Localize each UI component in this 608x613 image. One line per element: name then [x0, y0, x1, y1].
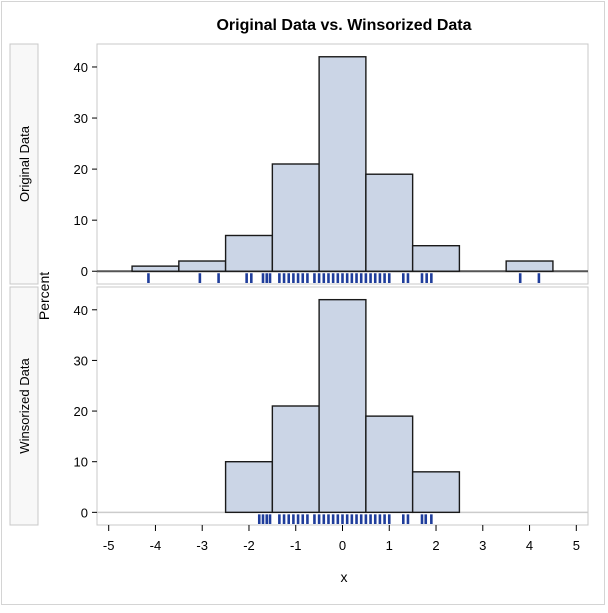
y-tick-label: 20 — [74, 162, 88, 177]
y-tick-label: 20 — [74, 404, 88, 419]
x-axis: -5 -4 -3 -2 -1 0 1 2 3 4 5 — [103, 525, 580, 553]
panel-label: Original Data — [17, 125, 32, 202]
panel-original-data: 0 10 20 30 40 — [74, 43, 589, 285]
x-tick-label: 0 — [339, 538, 346, 553]
x-tick-label: 5 — [573, 538, 580, 553]
y-tick-label: 10 — [74, 455, 88, 470]
y-tick-label: 0 — [81, 505, 88, 520]
panel-label: Winsorized Data — [17, 358, 32, 454]
histogram-bar — [271, 163, 320, 272]
x-tick-label: 4 — [526, 538, 533, 553]
histogram-bar — [365, 415, 414, 514]
x-tick-label: -3 — [196, 538, 208, 553]
figure-border — [1, 1, 605, 605]
chart-title: Original Data vs. Winsorized Data — [216, 17, 471, 34]
histogram-bar — [505, 260, 554, 272]
y-tick-label: 10 — [74, 213, 88, 228]
y-tick-label: 0 — [81, 264, 88, 279]
panel-strips: Original Data Winsorized Data — [9, 43, 39, 526]
x-tick-label: 1 — [386, 538, 393, 553]
x-tick-label: -2 — [243, 538, 255, 553]
y-tick-label: 30 — [74, 111, 88, 126]
x-tick-label: 3 — [479, 538, 486, 553]
panel-strip-original — [9, 43, 39, 285]
y-axis-label: Percent — [36, 272, 52, 320]
histogram-bar — [178, 260, 227, 272]
panel-winsorized-data: 0 10 20 30 40 — [74, 286, 589, 526]
histogram-bar — [411, 471, 461, 514]
histogram-bar — [271, 405, 320, 514]
histogram-bar — [411, 245, 461, 272]
y-tick-label: 40 — [74, 303, 88, 318]
panel-strip-winsorized — [9, 286, 39, 526]
histogram-bar — [224, 234, 274, 272]
histogram-bar — [318, 56, 367, 272]
x-axis-label: x — [341, 569, 348, 585]
histogram-bar — [318, 298, 367, 514]
x-tick-label: -4 — [150, 538, 162, 553]
histogram-bar — [365, 173, 414, 272]
y-tick-label: 30 — [74, 353, 88, 368]
x-tick-label: -5 — [103, 538, 115, 553]
y-tick-label: 40 — [74, 60, 88, 75]
histogram-bar — [131, 265, 180, 272]
x-tick-label: 2 — [432, 538, 439, 553]
x-tick-label: -1 — [290, 538, 302, 553]
histogram-bar — [224, 461, 274, 514]
